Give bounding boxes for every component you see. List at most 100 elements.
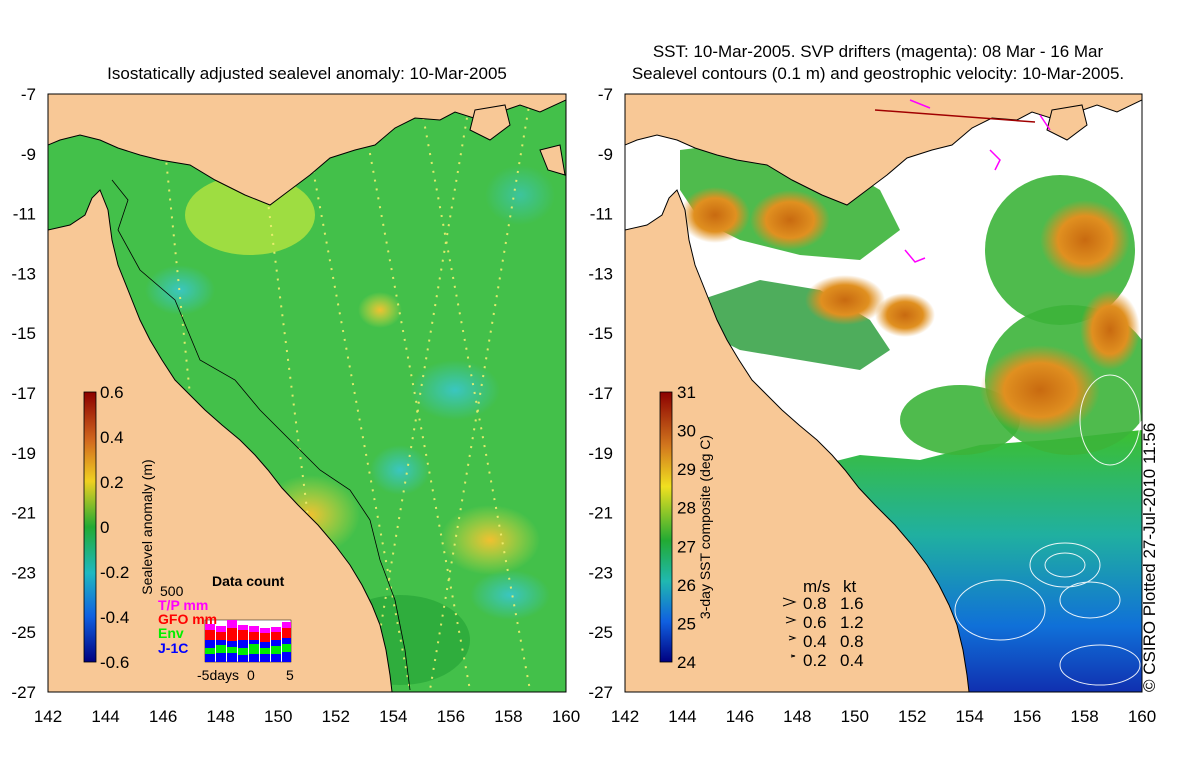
- land-new-guinea-right: [625, 94, 1142, 206]
- y-tick-label: -9: [21, 145, 36, 164]
- sla-colorbar: [83, 391, 97, 663]
- velocity-legend-arrows: [782, 597, 797, 658]
- sst-warm: [980, 345, 1100, 435]
- sla-colorbar-tick: 0.6: [100, 383, 124, 402]
- velocity-kt: 0.4: [840, 651, 864, 670]
- y-tick-label: -7: [598, 85, 613, 104]
- sst-green: [700, 280, 890, 370]
- y-tick-label: -19: [588, 444, 613, 463]
- velocity-kt: 0.8: [840, 632, 864, 651]
- x-tick-label: 144: [91, 707, 119, 726]
- y-tick-label: -17: [588, 384, 613, 403]
- y-tick-label: -23: [11, 563, 36, 582]
- sla-colorbar-tick: 0.2: [100, 473, 124, 492]
- y-tick-label: -15: [588, 324, 613, 343]
- land-new-guinea: [48, 94, 566, 206]
- x-tick-label: 154: [955, 707, 983, 726]
- y-tick-label: -25: [11, 623, 36, 642]
- y-tick-label: -11: [13, 205, 36, 224]
- x-tick-label: 142: [611, 707, 639, 726]
- y-tick-label: -21: [588, 504, 613, 523]
- velocity-header-kt: kt: [843, 577, 857, 596]
- y-tick-label: -23: [588, 563, 613, 582]
- x-tick-label: 148: [206, 707, 234, 726]
- x-tick-label: 144: [668, 707, 696, 726]
- sst-colorbar-tick: 28: [677, 499, 696, 518]
- velocity-kt: 1.2: [840, 613, 864, 632]
- y-tick-label: -27: [11, 683, 36, 702]
- x-tick-label: 154: [379, 707, 407, 726]
- data-count-bars: [205, 620, 291, 662]
- sla-colorbar-label: Sealevel anomaly (m): [139, 459, 155, 594]
- sst-colorbar: [659, 391, 673, 663]
- land-australia: [48, 189, 393, 692]
- x-tick-label: 152: [898, 707, 926, 726]
- sla-colorbar-ticks: 0.6 0.4 0.2 0 -0.2 -0.4 -0.6: [100, 383, 129, 672]
- low-anomaly: [410, 360, 500, 420]
- high-anomaly: [358, 292, 402, 328]
- land-islands: [539, 144, 566, 176]
- sst-colorbar-tick: 29: [677, 460, 696, 479]
- y-tick-label: -13: [588, 264, 613, 283]
- y-tick-label: -7: [21, 85, 36, 104]
- y-tick-label: -9: [598, 145, 613, 164]
- x-tick-label: 158: [494, 707, 522, 726]
- sla-colorbar-tick: 0.4: [100, 428, 124, 447]
- sst-colorbar-tick: 31: [677, 383, 696, 402]
- data-count-xtick: 0: [247, 667, 255, 683]
- sla-colorbar-tick: -0.4: [100, 608, 129, 627]
- x-tick-label: 146: [149, 707, 177, 726]
- shelf-contour: [111, 179, 411, 691]
- right-map-title-line2: Sealevel contours (0.1 m) and geostrophi…: [631, 64, 1125, 83]
- sst-warm: [1080, 290, 1140, 370]
- sst-warm: [875, 293, 935, 337]
- sla-colorbar-tick: -0.6: [100, 653, 129, 672]
- data-count-inset: [204, 619, 292, 663]
- sst-colorbar-tick: 24: [677, 653, 696, 672]
- x-tick-label: 160: [552, 707, 580, 726]
- y-tick-label: -21: [11, 504, 36, 523]
- sst-colorbar-tick: 25: [677, 614, 696, 633]
- velocity-ms: 0.2: [803, 651, 827, 670]
- x-tick-label: 146: [726, 707, 754, 726]
- x-tick-label: 156: [1013, 707, 1041, 726]
- x-tick-label: 150: [264, 707, 292, 726]
- high-anomaly: [440, 505, 540, 575]
- x-tick-label: 160: [1128, 707, 1156, 726]
- velocity-kt: 1.6: [840, 594, 864, 613]
- legend-j1c: J-1C: [158, 640, 188, 656]
- data-count-xtick: 5: [286, 667, 294, 683]
- y-tick-label: -17: [11, 384, 36, 403]
- x-tick-label: 152: [322, 707, 350, 726]
- data-count-xtick: -5days: [197, 667, 239, 683]
- left-map-title: Isostatically adjusted sealevel anomaly:…: [107, 64, 507, 83]
- right-map-title-line1: SST: 10-Mar-2005. SVP drifters (magenta)…: [652, 42, 1104, 61]
- data-count-title: Data count: [212, 573, 285, 589]
- sst-colorbar-tick: 30: [677, 422, 696, 441]
- x-tick-label: 148: [783, 707, 811, 726]
- right-x-axis: 142 144 146 148 150 152 154 156 158 160: [611, 707, 1156, 726]
- sst-colorbar-label: 3-day SST composite (deg C): [697, 435, 713, 619]
- y-tick-label: -13: [11, 264, 36, 283]
- drifter-track: [874, 109, 1036, 123]
- sst-warm: [805, 275, 885, 325]
- sst-colorbar-ticks: 31 30 29 28 27 26 25 24: [677, 383, 696, 672]
- low-anomaly: [145, 265, 215, 315]
- y-tick-label: -19: [11, 444, 36, 463]
- sst-colorbar-tick: 26: [677, 576, 696, 595]
- y-tick-label: -11: [590, 205, 613, 224]
- low-anomaly: [485, 165, 555, 225]
- y-tick-label: -25: [588, 623, 613, 642]
- velocity-ms: 0.6: [803, 613, 827, 632]
- legend-gfo: GFO mm: [158, 611, 217, 627]
- sst-colorbar-tick: 27: [677, 537, 696, 556]
- velocity-header-ms: m/s: [803, 577, 830, 596]
- x-tick-label: 142: [34, 707, 62, 726]
- velocity-ms: 0.8: [803, 594, 827, 613]
- y-tick-label: -15: [11, 324, 36, 343]
- sealevel-contours: [954, 374, 1141, 686]
- right-map: [625, 94, 1142, 692]
- land-australia-right: [625, 189, 970, 692]
- right-map-frame: [624, 93, 1143, 693]
